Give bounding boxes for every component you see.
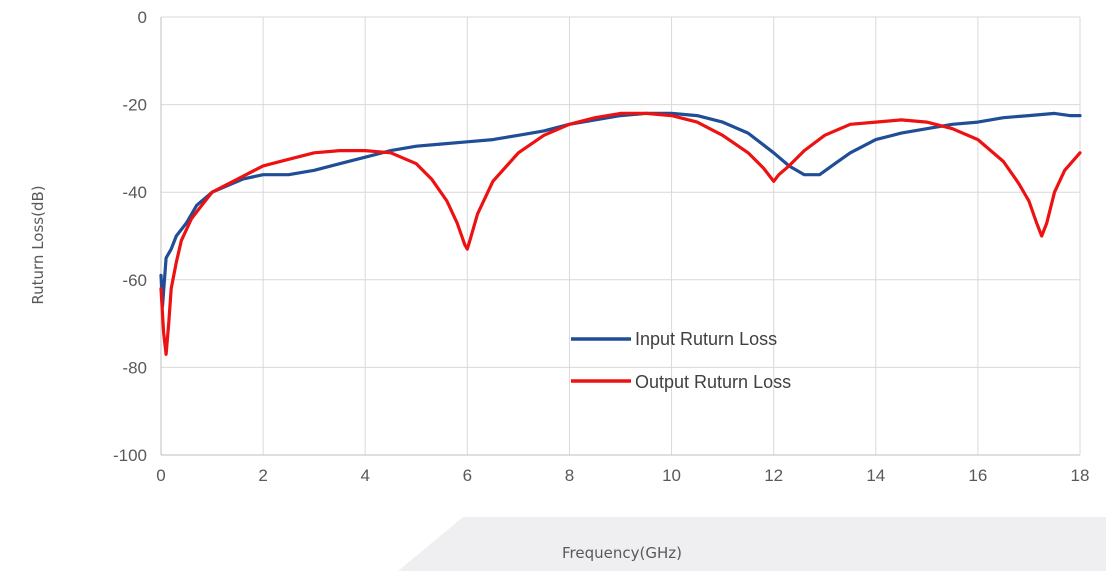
x-tick-label: 0 (156, 466, 165, 485)
x-tick-label: 14 (866, 466, 885, 485)
series-line-output (159, 111, 1082, 356)
y-tick-label: 0 (138, 8, 147, 27)
y-tick-label: -20 (122, 96, 147, 115)
y-tick-label: -60 (122, 271, 147, 290)
x-tick-label: 2 (258, 466, 267, 485)
legend-label-input: Input Ruturn Loss (635, 329, 777, 349)
x-tick-label: 4 (360, 466, 369, 485)
legend: Input Ruturn Loss Output Ruturn Loss (571, 329, 791, 392)
x-tick-label: 6 (463, 466, 472, 485)
series-lines (159, 111, 1082, 356)
x-tick-label: 18 (1071, 466, 1090, 485)
y-tick-label: -80 (122, 358, 147, 377)
x-tick-label: 10 (662, 466, 681, 485)
y-axis-title: Ruturn Loss(dB) (29, 185, 47, 304)
tick-labels: 0 2 4 6 8 10 12 14 16 18 0 -20 -40 -60 -80 -100 (113, 8, 1089, 485)
y-tick-label: -100 (113, 446, 147, 465)
series-line-input (159, 111, 1082, 308)
y-tick-label: -40 (122, 183, 147, 202)
grid (160, 16, 1081, 456)
x-tick-label: 16 (968, 466, 987, 485)
x-tick-label: 12 (764, 466, 783, 485)
x-axis-title: Frequency(GHz) (562, 544, 682, 562)
legend-label-output: Output Ruturn Loss (635, 372, 791, 392)
x-tick-label: 8 (565, 466, 574, 485)
axis-title-band (398, 517, 1106, 571)
